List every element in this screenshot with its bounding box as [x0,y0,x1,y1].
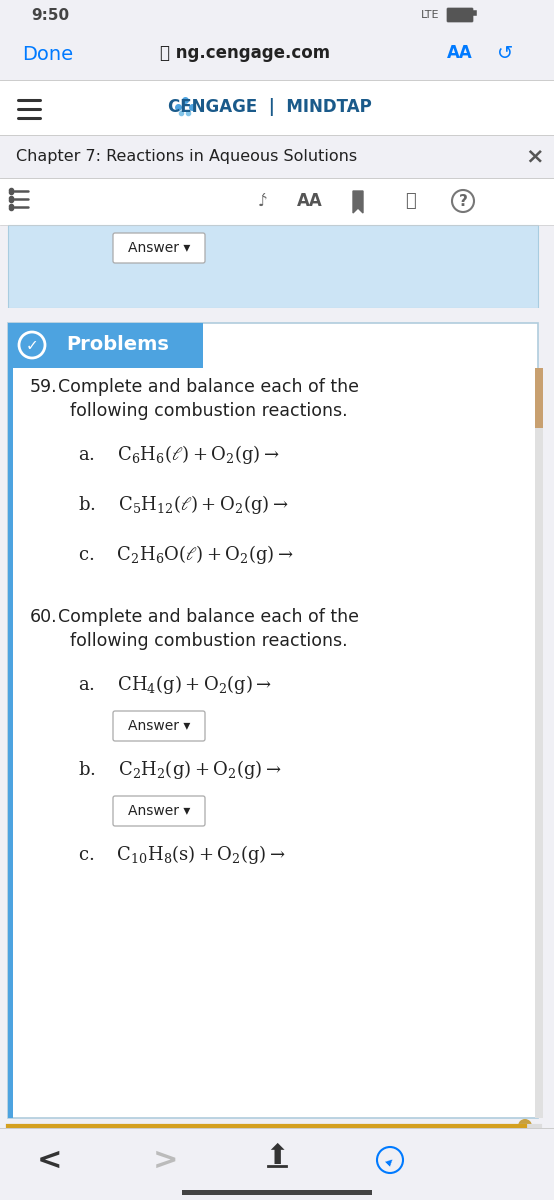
Circle shape [518,1118,532,1133]
Text: >: > [152,1146,178,1175]
Text: ⬆: ⬆ [265,1142,289,1170]
Text: <: < [37,1146,63,1175]
Text: following combustion reactions.: following combustion reactions. [70,402,347,420]
Text: c.    $\mathregular{C_{10}H_8(s) + O_2(g) \rightarrow}$: c. $\mathregular{C_{10}H_8(s) + O_2(g) \… [78,842,286,866]
Text: Problems: Problems [66,336,170,354]
FancyBboxPatch shape [113,233,205,263]
Text: ▮: ▮ [354,194,362,208]
Text: 59.: 59. [30,378,58,396]
Text: ↺: ↺ [497,43,513,62]
FancyBboxPatch shape [113,710,205,740]
Text: Answer ▾: Answer ▾ [128,719,190,733]
FancyBboxPatch shape [8,323,203,368]
FancyBboxPatch shape [113,796,205,826]
Text: CENGAGE  |  MINDTAP: CENGAGE | MINDTAP [168,98,372,116]
Text: AA: AA [297,192,323,210]
FancyBboxPatch shape [8,323,538,1118]
Text: Done: Done [22,46,73,65]
Text: ⚿ ng.cengage.com: ⚿ ng.cengage.com [160,44,330,62]
Text: Answer ▾: Answer ▾ [128,804,190,818]
FancyBboxPatch shape [0,0,554,30]
FancyBboxPatch shape [0,80,554,134]
Text: following combustion reactions.: following combustion reactions. [70,632,347,650]
FancyBboxPatch shape [8,226,538,308]
FancyBboxPatch shape [182,1190,372,1195]
Circle shape [19,332,45,358]
Text: ?: ? [459,194,468,210]
FancyBboxPatch shape [447,8,473,22]
Text: Complete and balance each of the: Complete and balance each of the [58,608,359,626]
FancyBboxPatch shape [0,134,554,178]
FancyBboxPatch shape [0,30,554,80]
FancyBboxPatch shape [535,368,543,428]
Text: ✓: ✓ [25,338,38,354]
Text: AA: AA [447,44,473,62]
Text: ♪́: ♪́ [258,193,268,209]
FancyBboxPatch shape [0,178,554,226]
Text: Chapter 7: Reactions in Aqueous Solutions: Chapter 7: Reactions in Aqueous Solution… [16,149,357,163]
Text: a.    $\mathregular{C_6H_6(\ell) + O_2(g) \rightarrow}$: a. $\mathregular{C_6H_6(\ell) + O_2(g) \… [78,443,280,466]
Text: Answer ▾: Answer ▾ [128,241,190,254]
Text: ×: × [526,146,545,166]
Text: b.    $\mathregular{C_2H_2(g) + O_2(g) \rightarrow}$: b. $\mathregular{C_2H_2(g) + O_2(g) \rig… [78,758,281,781]
Text: c.    $\mathregular{C_2H_6O(\ell) + O_2(g) \rightarrow}$: c. $\mathregular{C_2H_6O(\ell) + O_2(g) … [78,542,294,566]
FancyBboxPatch shape [8,323,13,1118]
Text: LTE: LTE [420,10,439,20]
FancyBboxPatch shape [0,1128,554,1200]
Text: b.    $\mathregular{C_5H_{12}(\ell) + O_2(g) \rightarrow}$: b. $\mathregular{C_5H_{12}(\ell) + O_2(g… [78,493,289,516]
Text: 9:50: 9:50 [31,7,69,23]
Text: ▸: ▸ [383,1153,397,1169]
Polygon shape [353,191,363,214]
Text: a.    $\mathregular{CH_4(g) + O_2(g) \rightarrow}$: a. $\mathregular{CH_4(g) + O_2(g) \right… [78,673,272,696]
Text: Complete and balance each of the: Complete and balance each of the [58,378,359,396]
Text: ⎙: ⎙ [404,192,416,210]
FancyBboxPatch shape [0,308,554,323]
Text: 60.: 60. [30,608,58,626]
FancyBboxPatch shape [535,368,543,1118]
